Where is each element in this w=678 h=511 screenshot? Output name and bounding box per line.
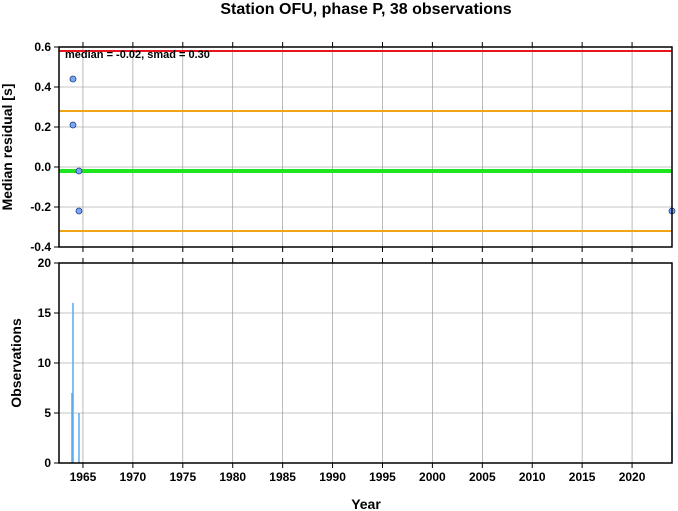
residual-y-tick-label: 0.0: [34, 160, 51, 174]
residual-y-tick-label: 0.4: [34, 80, 51, 94]
residual-y-tick-label: -0.2: [30, 200, 51, 214]
residual-point: [75, 167, 83, 175]
x-tick-label: 1980: [219, 470, 246, 484]
x-tick-label: 1995: [369, 470, 396, 484]
observations-panel: 1965 1970 1975 1980 1985 1990 1995 2000 2005 2010…: [8, 256, 673, 511]
observations-y-tick-label: 20: [38, 256, 52, 270]
residual-y-tick-label: 0.2: [34, 120, 51, 134]
x-tick-label: 2020: [619, 470, 646, 484]
residual-panel: -0.4 -0.2 0.0 0.2 0.4 0.6 median = -0.02, sma…: [0, 40, 676, 254]
residual-point: [69, 75, 77, 83]
x-tick-label: 2005: [469, 470, 496, 484]
observations-grid: [59, 262, 672, 464]
residual-ticks: -0.4 -0.2 0.0 0.2 0.4 0.6: [30, 40, 633, 254]
reference-lines: [59, 50, 672, 232]
x-tick-label: 2000: [419, 470, 446, 484]
residual-point: [69, 121, 77, 129]
residual-y-tick-label: -0.4: [30, 240, 51, 254]
median-annotation: median = -0.02, smad = 0.30: [65, 49, 210, 61]
x-tick-label: 1970: [120, 470, 147, 484]
x-tick-label: 1990: [319, 470, 346, 484]
x-axis-label: Year: [351, 496, 381, 511]
x-tick-label: 2015: [569, 470, 596, 484]
residual-y-axis-label: Median residual [s]: [0, 84, 15, 211]
observations-y-tick-label: 0: [44, 456, 51, 470]
residual-grid: [59, 46, 672, 248]
observations-ticks: 1965 1970 1975 1980 1985 1990 1995 2000 2005 2010…: [38, 256, 646, 484]
x-tick-label: 1975: [169, 470, 196, 484]
x-tick-label: 1985: [269, 470, 296, 484]
residual-y-tick-label: 0.6: [34, 40, 51, 54]
observations-y-tick-label: 5: [44, 406, 51, 420]
residual-point: [75, 207, 83, 215]
residual-frame: [58, 46, 673, 248]
observations-y-axis-label: Observations: [8, 318, 24, 408]
observations-y-tick-label: 15: [38, 306, 52, 320]
x-tick-label: 2010: [519, 470, 546, 484]
x-tick-label: 1965: [70, 470, 97, 484]
residual-points: [69, 75, 676, 215]
chart-title: Station OFU, phase P, 38 observations: [220, 1, 511, 18]
observations-y-tick-label: 10: [38, 356, 52, 370]
